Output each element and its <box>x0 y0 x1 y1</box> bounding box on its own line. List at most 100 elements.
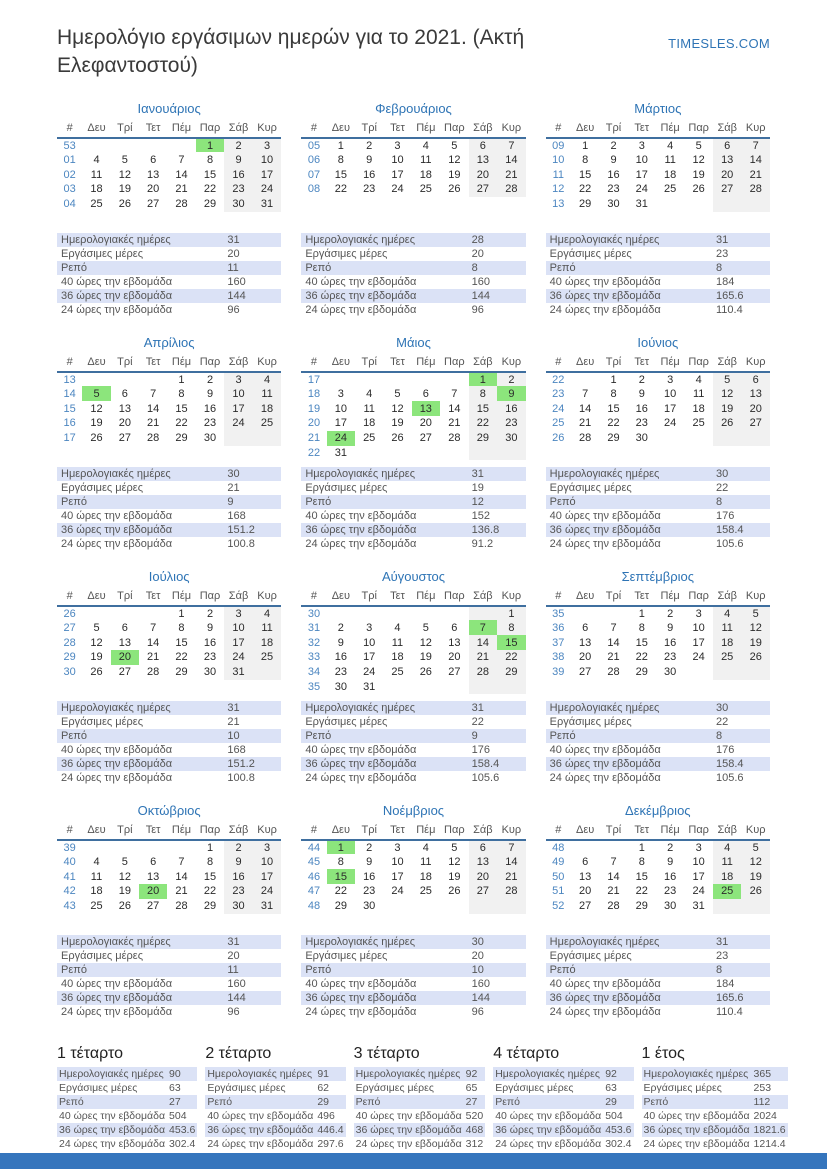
day-cell <box>139 138 167 153</box>
day-cell: 22 <box>607 417 620 430</box>
site-link[interactable]: TIMESLES.COM <box>668 36 770 51</box>
stat-value: 8 <box>471 261 478 274</box>
weekday-header: Τετ <box>139 354 168 373</box>
stat-label: Ημερολογιακές ημέρες <box>305 467 416 480</box>
weekday-header: Πέμ <box>411 822 441 841</box>
stat-label: 40 ώρες την εβδομάδα <box>549 509 661 522</box>
day-cell: 12 <box>741 854 770 870</box>
weekday-header: Δευ <box>570 120 600 139</box>
week-row: 52 27 28 29 30 31 <box>546 898 770 914</box>
stat-label: Ημερολογιακές ημέρες <box>549 701 660 714</box>
stat-value: 23 <box>715 949 729 962</box>
stat-label: 36 ώρες την εβδομάδα <box>305 523 417 536</box>
stat-label: Ρεπό <box>643 1095 669 1108</box>
week-number: 36 <box>552 621 565 634</box>
stat-row: Ημερολογιακές ημέρες 31 <box>545 232 770 247</box>
day-cell: 23 <box>203 651 217 664</box>
weekday-header: Σάβ <box>712 354 742 373</box>
day-cell: 17 <box>252 167 282 183</box>
day-cell: 12 <box>419 636 432 649</box>
day-cell: 27 <box>579 900 592 913</box>
day-cell: 6 <box>451 621 458 634</box>
day-cell: 15 <box>468 401 498 417</box>
weekday-header: Σάβ <box>712 588 742 607</box>
day-cell <box>571 840 599 855</box>
stat-value: 29 <box>317 1095 330 1108</box>
stat-value: 8 <box>715 261 723 274</box>
month-title: Μάρτιος <box>634 100 682 116</box>
weekday-header-row: # Δευ Τρί Τετ Πέμ Παρ Σάβ Κυρ <box>57 588 282 607</box>
day-cell: 21 <box>448 417 461 430</box>
stat-value: 160 <box>227 275 246 288</box>
week-number: 42 <box>63 885 76 898</box>
week-number: 03 <box>63 183 76 196</box>
summary-block: 3 τέταρτο Ημερολογιακές ημέρες 92 Εργάσιμες… <box>353 1045 486 1151</box>
week-row: 34 23 24 25 26 27 28 29 <box>301 664 526 680</box>
day-cell <box>599 840 627 855</box>
day-cell: 13 <box>579 636 592 649</box>
day-cell: 3 <box>337 387 344 400</box>
week-number: 40 <box>63 855 76 868</box>
day-cell: 13 <box>147 870 160 883</box>
calendar-table: # Δευ Τρί Τετ Πέμ Παρ Σάβ Κυρ 39 1 2 3 40 4 5 6 7 8 9 10 41 1… <box>57 822 282 914</box>
stat-label: Ημερολογιακές ημέρες <box>549 233 660 246</box>
weekday-header: Παρ <box>684 822 713 841</box>
weekday-header: # <box>545 822 571 841</box>
day-cell: 30 <box>664 666 677 679</box>
week-row: 06 8 9 10 11 12 13 14 <box>301 152 526 168</box>
calendar-table: # Δευ Τρί Τετ Πέμ Παρ Σάβ Κυρ 09 1 2 3 4 5 6 7 10 8 9 10 11 1… <box>545 120 770 212</box>
week-number: 21 <box>307 432 321 445</box>
stat-value: 105.6 <box>715 771 744 784</box>
weekday-header: Σάβ <box>224 588 253 607</box>
calendar-table: # Δευ Τρί Τετ Πέμ Παρ Σάβ Κυρ 53 1 2 3 01 4 5 6 7 8 9 10 02 1… <box>57 120 282 212</box>
stat-label: Ρεπό <box>355 1095 381 1108</box>
day-cell: 5 <box>451 139 458 152</box>
weekday-header-row: # Δευ Τρί Τετ Πέμ Παρ Σάβ Κυρ <box>301 588 526 607</box>
stat-value: 27 <box>465 1095 478 1108</box>
day-cell: 30 <box>635 432 648 445</box>
weekday-header: Σάβ <box>468 588 498 607</box>
day-cell: 15 <box>607 402 620 415</box>
day-cell: 14 <box>497 152 526 168</box>
calendar-area: # Δευ Τρί Τετ Πέμ Παρ Σάβ Κυρ 13 1 2 3 4 14 5 6 7 8 9 10 11 1… <box>57 354 282 463</box>
weekday-header: Παρ <box>195 588 225 607</box>
day-cell: 1 <box>206 841 214 854</box>
day-cell: 21 <box>579 417 592 430</box>
day-cell: 16 <box>224 869 253 885</box>
week-number: 35 <box>307 681 321 694</box>
week-number: 38 <box>552 651 565 664</box>
stat-row: 40 ώρες την εβδομάδα 160 <box>57 977 281 991</box>
weekday-header: Παρ <box>195 120 225 139</box>
summary-title: 1 τέταρτο <box>57 1044 124 1062</box>
stat-row: 36 ώρες την εβδομάδα 158.4 <box>545 756 770 771</box>
calendar-area: # Δευ Τρί Τετ Πέμ Παρ Σάβ Κυρ 44 1 2 3 4 5 6 7 45 8 9 10 11 1… <box>301 822 526 931</box>
day-cell: 3 <box>394 841 401 854</box>
day-cell: 4 <box>712 605 742 621</box>
day-cell: 2 <box>224 839 253 855</box>
day-cell: 19 <box>448 870 461 883</box>
day-cell <box>497 445 526 461</box>
weekday-header: Δευ <box>82 354 111 373</box>
day-cell: 9 <box>366 855 373 868</box>
weekday-header: Τρί <box>355 588 384 607</box>
day-cell: 8 <box>178 621 185 634</box>
day-cell: 11 <box>90 168 103 181</box>
stat-label: Ρεπό <box>305 963 332 976</box>
stat-label: Ρεπό <box>61 729 87 742</box>
day-cell: 16 <box>664 636 677 649</box>
weekday-header: Δευ <box>82 588 111 607</box>
stat-row: Ημερολογιακές ημέρες 31 <box>545 934 770 949</box>
stat-row: 40 ώρες την εβδομάδα 504 <box>493 1109 633 1123</box>
stat-row: 36 ώρες την εβδομάδα 165.6 <box>545 288 770 303</box>
stat-value: 96 <box>471 303 484 316</box>
holiday-cell: 9 <box>497 386 526 402</box>
week-row: 49 6 7 8 9 10 11 12 <box>546 854 770 870</box>
day-cell: 24 <box>224 416 253 431</box>
day-cell: 2 <box>206 607 214 620</box>
stat-label: Ρεπό <box>61 495 87 508</box>
weekday-header: Παρ <box>684 588 713 607</box>
stat-value: 8 <box>715 729 723 742</box>
day-cell: 26 <box>712 416 742 431</box>
day-cell: 6 <box>121 387 128 400</box>
